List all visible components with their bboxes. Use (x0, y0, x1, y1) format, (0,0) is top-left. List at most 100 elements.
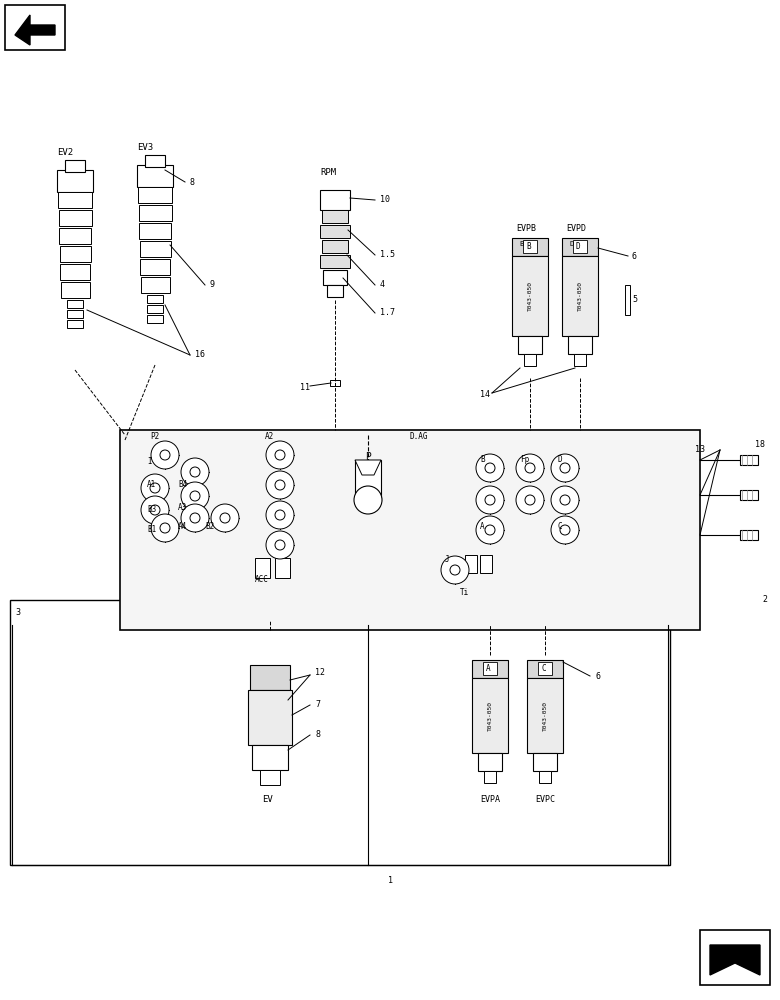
Circle shape (476, 516, 504, 544)
Bar (139, 223, 171, 239)
Circle shape (275, 480, 285, 490)
Circle shape (516, 486, 544, 514)
Bar (60, 264, 90, 280)
Circle shape (181, 458, 209, 486)
Text: 11: 11 (300, 383, 310, 392)
Text: B3: B3 (147, 505, 156, 514)
Circle shape (190, 513, 200, 523)
Text: D.AG: D.AG (410, 432, 428, 441)
Bar (562, 238, 598, 256)
Text: T043-050: T043-050 (543, 701, 548, 731)
Bar (141, 277, 170, 293)
Bar (10, 600, 670, 865)
Bar (539, 771, 551, 783)
Circle shape (181, 482, 209, 510)
Circle shape (551, 486, 579, 514)
Bar (140, 259, 170, 275)
Text: EV: EV (262, 795, 273, 804)
Bar (512, 256, 548, 336)
Bar (700, 930, 770, 985)
Bar (480, 555, 492, 573)
Bar (355, 460, 381, 500)
Bar (252, 745, 288, 770)
Bar (147, 315, 163, 323)
Text: P: P (365, 452, 371, 462)
Text: D: D (576, 242, 580, 251)
Bar (484, 771, 496, 783)
Circle shape (141, 474, 169, 502)
Text: 6: 6 (632, 252, 637, 261)
Bar (740, 490, 758, 500)
Bar (140, 241, 171, 257)
Circle shape (211, 504, 239, 532)
Text: 7: 7 (315, 700, 320, 709)
Bar (574, 354, 586, 366)
Circle shape (190, 467, 200, 477)
Circle shape (160, 523, 170, 533)
Circle shape (266, 501, 294, 529)
Bar (147, 305, 163, 313)
Bar (472, 660, 508, 678)
Circle shape (151, 441, 179, 469)
Bar (523, 240, 537, 253)
Bar (147, 295, 163, 303)
Text: B2: B2 (205, 522, 215, 531)
Bar (533, 753, 557, 771)
Circle shape (150, 505, 160, 515)
Text: T043-050: T043-050 (527, 281, 533, 311)
Bar (145, 155, 165, 167)
Circle shape (275, 450, 285, 460)
Text: A: A (480, 522, 484, 531)
Bar (60, 246, 91, 262)
Text: 14: 14 (480, 390, 490, 399)
Circle shape (485, 463, 495, 473)
Bar (320, 255, 350, 268)
Text: C: C (558, 522, 562, 531)
Text: 1.5: 1.5 (380, 250, 395, 259)
Circle shape (220, 513, 230, 523)
Bar (5, 5, 65, 50)
Bar (740, 455, 758, 465)
Circle shape (190, 491, 200, 501)
Text: EVPB: EVPB (516, 224, 536, 233)
Circle shape (476, 486, 504, 514)
Bar (524, 354, 536, 366)
Bar (58, 192, 92, 208)
Circle shape (485, 495, 495, 505)
Text: B: B (480, 455, 484, 464)
Polygon shape (710, 945, 760, 975)
Text: A2: A2 (265, 432, 275, 441)
Text: T043-050: T043-050 (488, 701, 492, 731)
Circle shape (560, 525, 570, 535)
Bar (67, 310, 83, 318)
Bar (320, 225, 350, 238)
Text: EV2: EV2 (57, 148, 73, 157)
Bar (625, 285, 630, 315)
Text: 8: 8 (315, 730, 320, 739)
Bar (248, 690, 292, 745)
Bar (59, 210, 92, 226)
Bar (512, 238, 548, 256)
Bar (59, 228, 91, 244)
Circle shape (450, 565, 460, 575)
Circle shape (160, 450, 170, 460)
Polygon shape (355, 460, 381, 475)
Bar (67, 320, 83, 328)
Text: 3: 3 (15, 608, 20, 617)
Bar (65, 160, 85, 172)
Text: EVPC: EVPC (535, 795, 555, 804)
Bar (568, 336, 592, 354)
Circle shape (560, 463, 570, 473)
Circle shape (275, 540, 285, 550)
Circle shape (516, 454, 544, 482)
Bar (67, 300, 83, 308)
Circle shape (441, 556, 469, 584)
Text: 1: 1 (388, 876, 393, 885)
Circle shape (525, 495, 535, 505)
Text: D: D (558, 455, 562, 464)
Text: Fp: Fp (520, 455, 530, 464)
Bar (483, 662, 497, 675)
Bar (61, 282, 90, 298)
Bar (139, 205, 172, 221)
Text: A: A (486, 664, 491, 673)
